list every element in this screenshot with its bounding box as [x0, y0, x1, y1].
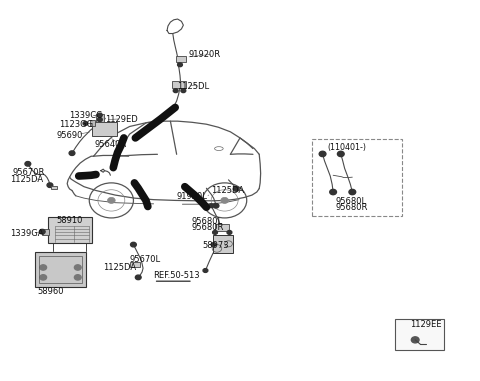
Text: 91920L: 91920L [177, 192, 207, 201]
Bar [43, 229, 49, 235]
Circle shape [97, 113, 102, 117]
Circle shape [411, 337, 419, 343]
Circle shape [213, 203, 219, 208]
Text: 91920R: 91920R [188, 50, 220, 59]
Circle shape [211, 243, 216, 247]
Text: 1339GA: 1339GA [11, 229, 44, 238]
Circle shape [39, 229, 45, 234]
Bar [39, 256, 82, 283]
Circle shape [349, 189, 356, 195]
Bar [90, 120, 95, 126]
Circle shape [203, 269, 208, 272]
Text: 95680L: 95680L [192, 217, 223, 226]
Circle shape [74, 265, 81, 270]
Circle shape [181, 89, 186, 93]
Text: 1125DA: 1125DA [11, 174, 44, 184]
Circle shape [25, 162, 31, 166]
Circle shape [40, 265, 47, 270]
Circle shape [74, 275, 81, 280]
Bar [48, 217, 92, 243]
Text: 58973: 58973 [203, 241, 229, 250]
Circle shape [178, 63, 182, 67]
Bar [176, 56, 186, 62]
Bar [395, 319, 444, 350]
Circle shape [330, 189, 336, 195]
Text: 1339CC: 1339CC [69, 110, 102, 120]
Circle shape [40, 275, 47, 280]
Text: 1129EE: 1129EE [410, 320, 442, 329]
Text: 95690: 95690 [57, 131, 83, 140]
Circle shape [47, 183, 53, 187]
Text: 95680R: 95680R [192, 223, 224, 232]
Circle shape [108, 197, 115, 203]
Bar [312, 139, 402, 216]
Text: (110401-): (110401-) [327, 142, 366, 152]
Bar [215, 224, 229, 231]
Text: 95670L: 95670L [130, 255, 161, 264]
Text: 95680L: 95680L [336, 197, 367, 206]
Circle shape [173, 89, 178, 93]
Text: REF.50-513: REF.50-513 [154, 271, 200, 280]
Circle shape [319, 151, 326, 157]
Circle shape [69, 151, 75, 155]
Bar [92, 122, 117, 136]
Circle shape [337, 151, 344, 157]
Circle shape [209, 204, 214, 208]
Text: 1123GG: 1123GG [60, 120, 94, 130]
Text: 1125DA: 1125DA [103, 263, 136, 272]
Circle shape [233, 187, 239, 191]
Circle shape [135, 275, 141, 280]
Text: 95670R: 95670R [12, 168, 45, 177]
Bar [213, 235, 233, 253]
Circle shape [131, 242, 136, 247]
Text: 95680R: 95680R [336, 203, 368, 212]
Bar [51, 186, 57, 189]
Text: 1125DA: 1125DA [211, 186, 244, 195]
Text: 95640A: 95640A [94, 140, 126, 149]
Circle shape [227, 231, 232, 234]
Text: 58910: 58910 [57, 216, 83, 225]
Bar [96, 114, 104, 122]
Text: 58960: 58960 [37, 287, 64, 296]
Bar [172, 81, 186, 88]
Circle shape [213, 231, 217, 234]
Text: 1125DL: 1125DL [177, 82, 209, 91]
Circle shape [83, 122, 88, 125]
Text: 1129ED: 1129ED [105, 115, 137, 124]
Bar [130, 262, 140, 267]
Circle shape [97, 118, 102, 122]
Circle shape [221, 197, 228, 203]
Bar [35, 252, 86, 287]
